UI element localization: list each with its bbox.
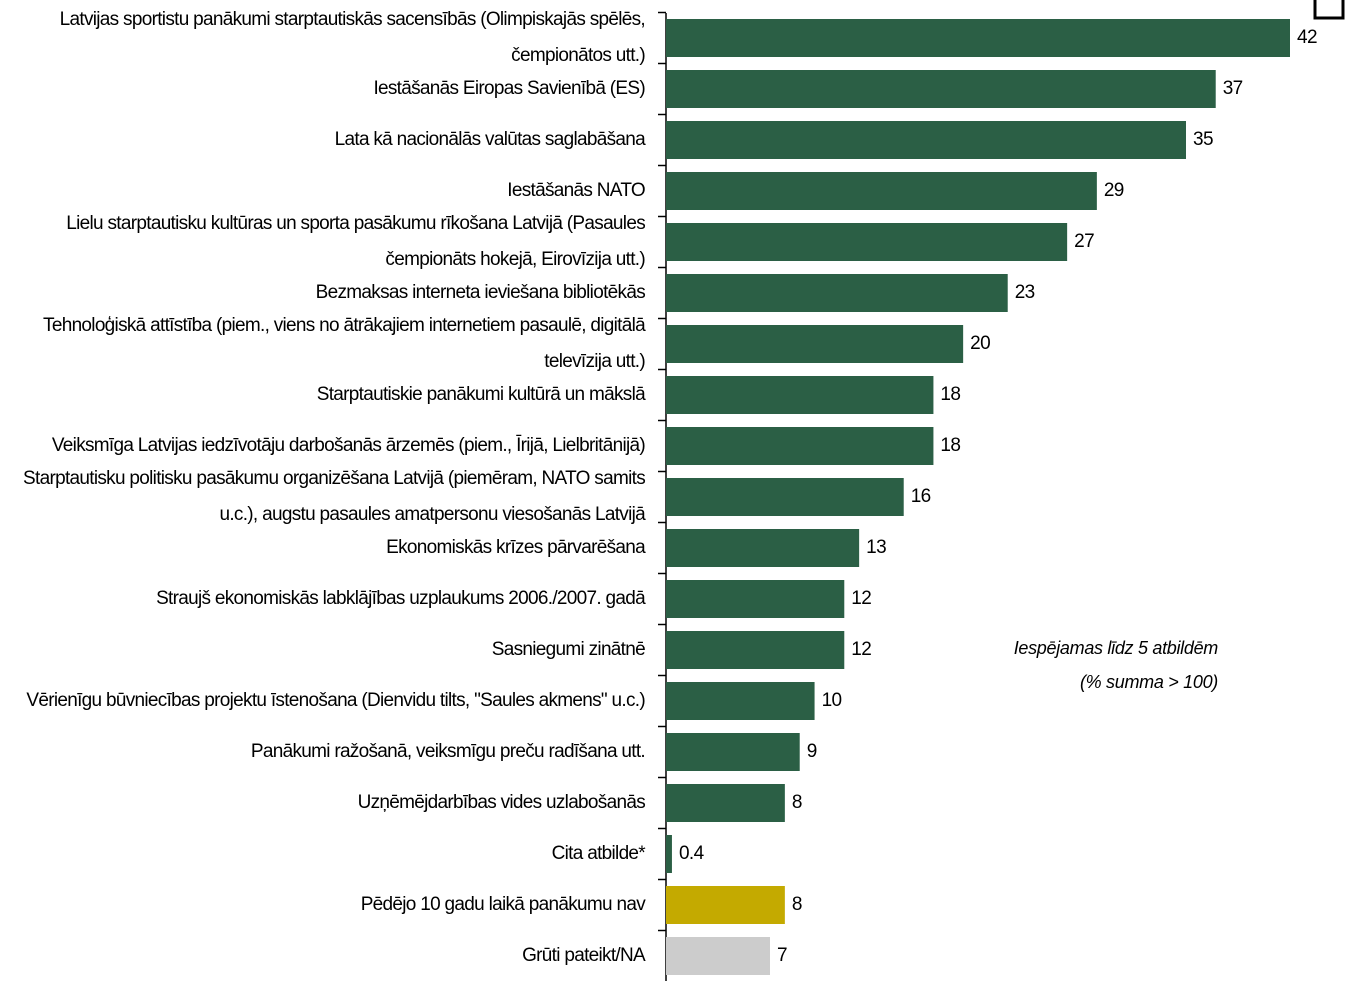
value-label: 0.4 — [679, 843, 705, 864]
category-label: Grūti pateikt/NA — [522, 945, 646, 966]
bar — [666, 376, 934, 414]
value-label: 9 — [807, 741, 817, 762]
category-label: Iestāšanās NATO — [507, 180, 645, 201]
annotation: Iespējamas līdz 5 atbildēm — [1013, 638, 1219, 658]
annotation: (% summa > 100) — [1079, 672, 1218, 692]
corner-box — [1313, 0, 1345, 20]
value-label: 37 — [1223, 78, 1243, 99]
category-label: Veiksmīga Latvijas iedzīvotāju darbošanā… — [51, 435, 646, 456]
bar — [666, 478, 904, 516]
value-label: 8 — [792, 792, 802, 813]
bar — [666, 937, 770, 975]
category-label: Cita atbilde* — [551, 843, 646, 864]
value-label: 27 — [1074, 231, 1094, 252]
category-label: Vērienīgu būvniecības projektu īstenošan… — [26, 690, 645, 711]
value-label: 23 — [1015, 282, 1035, 303]
category-label: Straujš ekonomiskās labklājības uzplauku… — [156, 588, 646, 609]
category-label: Panākumi ražošanā, veiksmīgu preču radīš… — [250, 741, 646, 762]
bar — [666, 835, 672, 873]
bar — [666, 172, 1097, 210]
category-label: Bezmaksas interneta ieviešana bibliotēkā… — [315, 282, 646, 303]
value-label: 29 — [1104, 180, 1124, 201]
value-label: 20 — [970, 333, 990, 354]
category-label: Starptautisku politisku pasākumu organiz… — [23, 468, 646, 525]
value-label: 12 — [851, 588, 871, 609]
bar — [666, 70, 1216, 108]
value-label: 8 — [792, 894, 802, 915]
category-label: Sasniegumi zinātnē — [491, 639, 646, 660]
bar — [666, 784, 785, 822]
bar — [666, 682, 815, 720]
category-label: Starptautiskie panākumi kultūrā un māksl… — [316, 384, 646, 405]
value-label: 7 — [777, 945, 787, 966]
value-label: 18 — [940, 435, 960, 456]
bar — [666, 427, 934, 465]
bar — [666, 733, 800, 771]
category-label: Uzņēmējdarbības vides uzlabošanās — [357, 792, 646, 813]
bar — [666, 580, 845, 618]
value-label: 35 — [1193, 129, 1213, 150]
category-label: Lata kā nacionālās valūtas saglabāšana — [334, 129, 646, 150]
bar — [666, 529, 860, 567]
value-label: 12 — [851, 639, 871, 660]
value-label: 42 — [1297, 27, 1317, 48]
bar — [666, 631, 845, 669]
bar — [666, 274, 1008, 312]
value-label: 13 — [866, 537, 886, 558]
category-label: Lielu starptautisku kultūras un sporta p… — [66, 213, 645, 270]
bar — [666, 325, 964, 363]
value-label: 18 — [940, 384, 960, 405]
category-label: Latvijas sportistu panākumi starptautisk… — [59, 9, 646, 66]
bar — [666, 886, 785, 924]
value-label: 10 — [822, 690, 842, 711]
category-label: Tehnoloģiskā attīstība (piem., viens no … — [43, 315, 646, 372]
bar — [666, 223, 1068, 261]
category-label: Pēdējo 10 gadu laikā panākumu nav — [360, 894, 646, 915]
bar — [666, 19, 1290, 57]
bar — [666, 121, 1186, 159]
category-label: Iestāšanās Eiropas Savienībā (ES) — [373, 78, 645, 99]
category-label: Ekonomiskās krīzes pārvarēšana — [386, 537, 646, 558]
value-label: 16 — [911, 486, 931, 507]
